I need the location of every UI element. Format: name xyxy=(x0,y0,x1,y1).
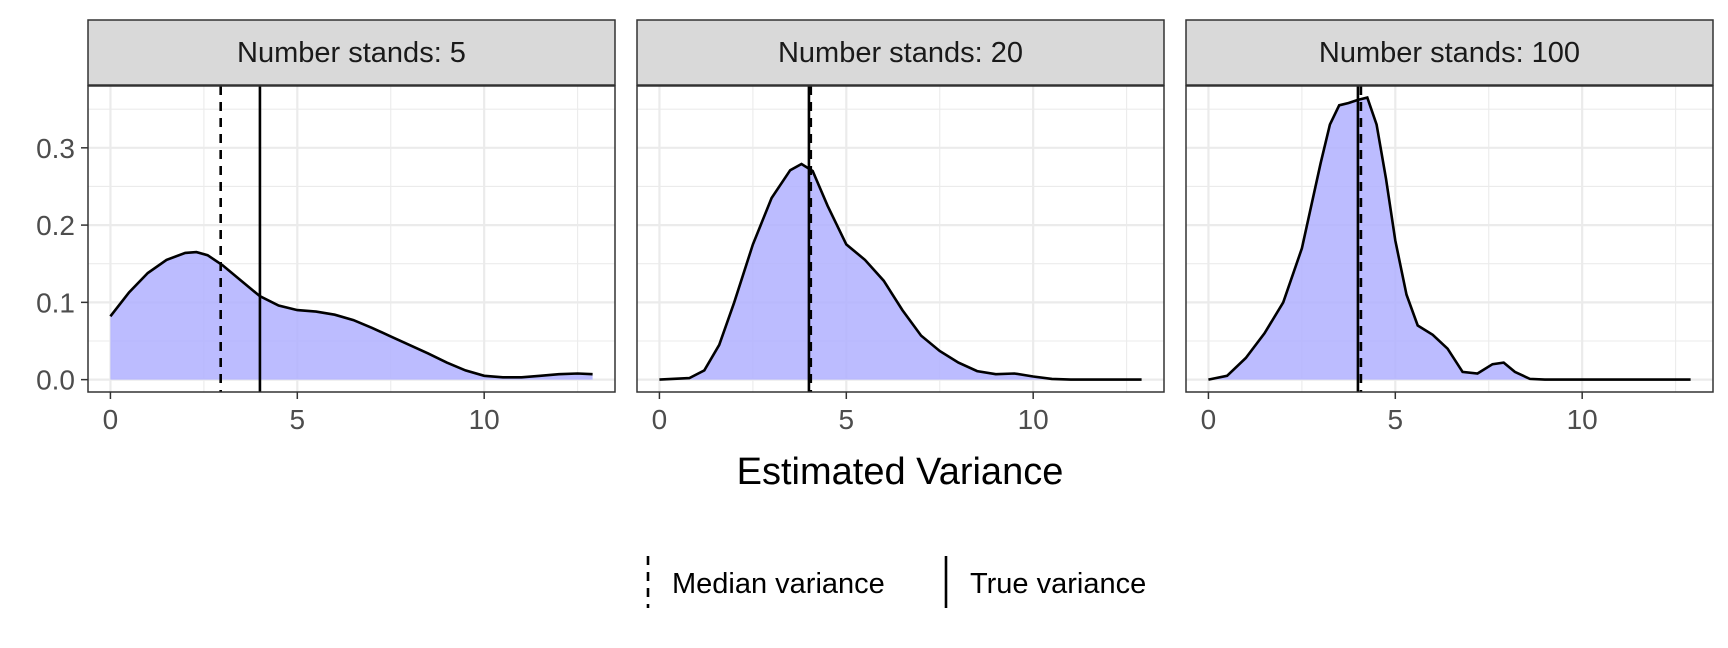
y-tick-label: 0.3 xyxy=(36,133,75,164)
facet-strip-label: Number stands: 5 xyxy=(237,37,466,69)
facet-strip xyxy=(636,19,1165,86)
facet-strip-label: Number stands: 100 xyxy=(1319,37,1580,69)
x-tick-label: 5 xyxy=(290,404,306,435)
density-line xyxy=(659,162,1142,381)
facet-panel-2: Number stands: 20 0 5 10 xyxy=(636,19,1165,435)
x-tick-label: 5 xyxy=(839,404,855,435)
y-tick-label: 0.1 xyxy=(36,287,75,318)
x-tick-label: 0 xyxy=(1201,404,1217,435)
gridlines xyxy=(637,86,1164,392)
facet-panel-1: Number stands: 5 0 5 10 0.0 0.1 0.2 0.3 xyxy=(36,19,616,435)
legend-label-true-variance: True variance xyxy=(970,568,1146,600)
panel-border xyxy=(1185,85,1714,393)
facet-strip xyxy=(1185,19,1714,86)
y-tick-label: 0.0 xyxy=(36,365,75,396)
x-axis-title: Estimated Variance xyxy=(737,451,1064,493)
facet-strip-label: Number stands: 20 xyxy=(778,37,1023,69)
panel-border xyxy=(636,85,1165,393)
facet-strip xyxy=(87,19,616,86)
x-tick-label: 0 xyxy=(652,404,668,435)
x-tick-label: 10 xyxy=(469,404,500,435)
gridlines xyxy=(1186,86,1713,392)
legend: Median variance True variance xyxy=(646,556,1146,608)
legend-label-median-variance: Median variance xyxy=(672,568,885,600)
x-tick-label: 10 xyxy=(1018,404,1049,435)
density-area xyxy=(110,252,593,380)
density-area xyxy=(659,164,1142,380)
density-line xyxy=(109,250,593,379)
density-line xyxy=(1208,96,1691,381)
y-tick-label: 0.2 xyxy=(36,210,75,241)
density-area xyxy=(1208,97,1691,380)
facet-panel-3: Number stands: 100 0 5 10 xyxy=(1185,19,1714,435)
x-tick-label: 5 xyxy=(1388,404,1404,435)
x-tick-label: 10 xyxy=(1567,404,1598,435)
panel-border xyxy=(87,85,616,393)
x-tick-label: 0 xyxy=(103,404,119,435)
